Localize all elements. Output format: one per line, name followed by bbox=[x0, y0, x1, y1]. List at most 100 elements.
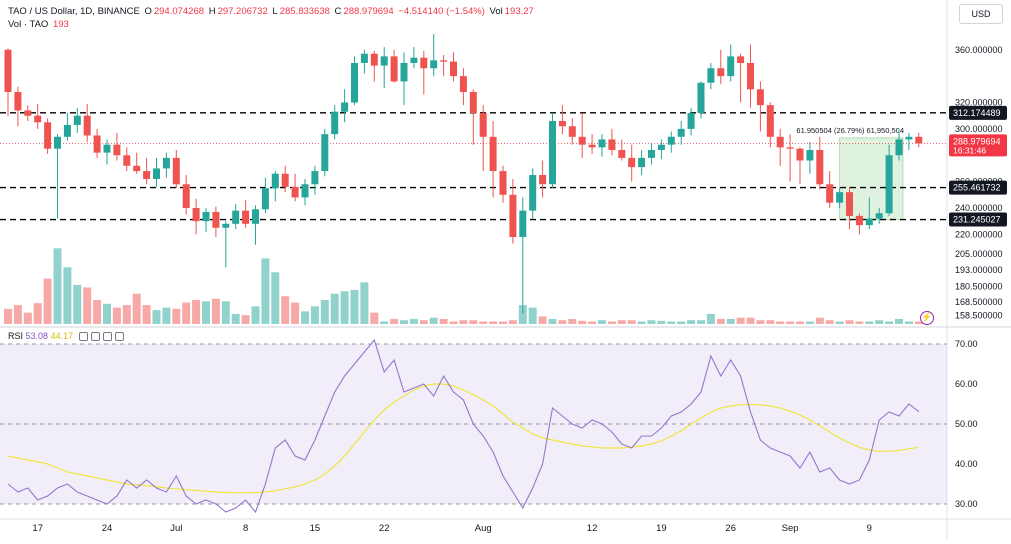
eye-icon[interactable] bbox=[78, 332, 88, 342]
candle-body bbox=[192, 207, 200, 222]
candle-body bbox=[370, 53, 378, 66]
candle-body bbox=[499, 171, 507, 195]
candle-body bbox=[4, 49, 12, 92]
candle-body bbox=[806, 149, 814, 161]
symbol-legend: TAO / US Dollar, 1D, BINANCE O 294.074268… bbox=[8, 6, 536, 17]
volume-bar bbox=[172, 308, 181, 324]
rsi-tick-label: 40.00 bbox=[955, 459, 978, 469]
candle-body bbox=[826, 184, 834, 203]
volume-bar bbox=[142, 305, 151, 324]
candle-body bbox=[459, 76, 467, 92]
candle-body bbox=[905, 136, 913, 140]
volume-bar bbox=[122, 305, 131, 324]
currency-button[interactable]: USD bbox=[959, 4, 1003, 24]
settings-icon[interactable] bbox=[90, 332, 100, 342]
price-tick-label: 158.500000 bbox=[955, 310, 1003, 320]
high-label: H bbox=[208, 6, 216, 17]
volume-bar bbox=[855, 321, 864, 324]
candle-body bbox=[598, 139, 606, 148]
volume-bar bbox=[914, 321, 923, 324]
candle-body bbox=[608, 139, 616, 150]
time-tick-label: 9 bbox=[867, 523, 872, 534]
candle-body bbox=[816, 149, 824, 185]
candle-body bbox=[123, 155, 131, 166]
volume-bar bbox=[508, 320, 517, 324]
candle-body bbox=[440, 60, 448, 62]
candle-body bbox=[162, 157, 170, 169]
volume-bar bbox=[875, 320, 884, 324]
more-icon[interactable] bbox=[114, 332, 124, 342]
volume-bar bbox=[776, 321, 785, 324]
candle-body bbox=[588, 144, 596, 148]
volume-bar bbox=[548, 318, 557, 324]
volume-bar bbox=[756, 320, 765, 324]
candle-body bbox=[44, 122, 52, 149]
candle-body bbox=[727, 56, 735, 77]
volume-bar bbox=[251, 306, 260, 324]
volume-bar bbox=[617, 320, 626, 324]
candle-body bbox=[697, 82, 705, 114]
measure-label: 61.950504 (26.79%) 61,950,504 bbox=[796, 126, 904, 135]
rsi-tick-label: 50.00 bbox=[955, 419, 978, 429]
price-tick-label: 300.000000 bbox=[955, 124, 1003, 134]
volume-bar bbox=[647, 320, 656, 324]
candle-body bbox=[93, 135, 101, 153]
volume-bar bbox=[211, 298, 220, 324]
vol-label: Vol bbox=[489, 6, 503, 17]
volume-bar bbox=[449, 321, 458, 324]
candle-body bbox=[113, 144, 121, 156]
price-tick-label: 180.500000 bbox=[955, 281, 1003, 291]
candle-body bbox=[519, 210, 527, 237]
level-price-label: 255.461732 bbox=[953, 183, 1001, 193]
volume-bar bbox=[202, 301, 210, 324]
candle-body bbox=[836, 192, 844, 203]
volume-bar bbox=[677, 321, 686, 324]
candle-body bbox=[707, 68, 715, 83]
rsi-ma-line bbox=[7, 383, 919, 494]
candle-body bbox=[103, 144, 111, 153]
volume-bar bbox=[469, 320, 478, 324]
volume-bar bbox=[429, 317, 438, 324]
volume-bar bbox=[132, 293, 141, 324]
candle-body bbox=[54, 136, 61, 149]
volume-bar bbox=[241, 315, 250, 324]
candle-body bbox=[687, 113, 695, 129]
candle-body bbox=[737, 56, 745, 63]
candle-body bbox=[380, 56, 388, 66]
candle-body bbox=[400, 62, 408, 82]
volume-bar bbox=[895, 318, 903, 324]
volume-bar bbox=[380, 321, 389, 324]
candle-body bbox=[301, 184, 309, 198]
volume-bar bbox=[301, 311, 309, 324]
price-tick-label: 220.000000 bbox=[955, 229, 1003, 239]
change-value: −4.514140 (−1.54%) bbox=[398, 6, 485, 17]
price-tick-label: 360.000000 bbox=[955, 45, 1003, 55]
candle-body bbox=[232, 210, 240, 224]
lightning-icon[interactable]: ⚡ bbox=[920, 311, 934, 325]
volume-bar bbox=[83, 287, 92, 324]
candle-body bbox=[756, 89, 764, 106]
volume-bar bbox=[370, 312, 379, 324]
level-price-label: 231.245027 bbox=[953, 215, 1001, 225]
time-tick-label: 19 bbox=[656, 523, 667, 534]
rsi-tick-label: 30.00 bbox=[955, 499, 978, 509]
close-icon[interactable] bbox=[102, 332, 112, 342]
volume-bar bbox=[716, 318, 725, 324]
candle-body bbox=[568, 126, 576, 137]
volume-bar bbox=[390, 318, 399, 324]
countdown-label: 16:31:46 bbox=[953, 145, 986, 155]
candle-body bbox=[578, 136, 586, 145]
candle-body bbox=[63, 124, 71, 137]
volume-bar bbox=[479, 321, 488, 324]
candle-body bbox=[885, 155, 893, 214]
price-tick-label: 193.000000 bbox=[955, 265, 1003, 275]
volume-bar bbox=[63, 267, 72, 324]
volume-bar bbox=[182, 302, 191, 324]
candle-body bbox=[618, 149, 626, 158]
candle-body bbox=[895, 139, 903, 156]
volume-bar bbox=[598, 320, 606, 324]
time-tick-label: Jul bbox=[170, 523, 182, 534]
volume-bar bbox=[568, 318, 577, 324]
